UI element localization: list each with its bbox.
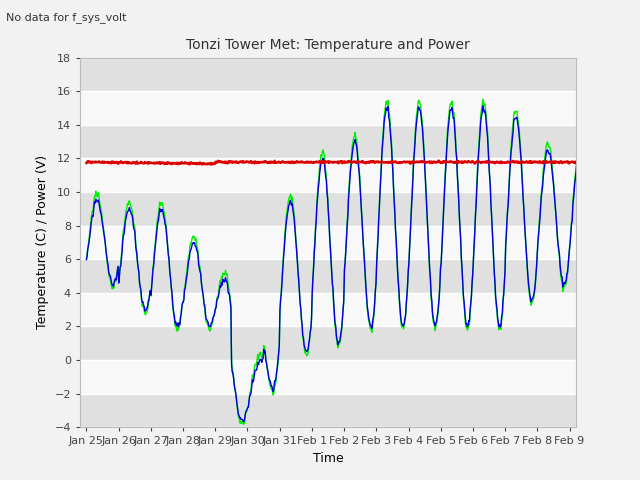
Bar (80, 259, 576, 293)
Battery V (397, 159, 405, 165)
Panel T (284, 205, 291, 211)
Panel T (83, 256, 90, 262)
Air T (598, 247, 605, 253)
Air T (479, 103, 486, 109)
Panel T (598, 248, 605, 254)
Air T (284, 212, 291, 217)
Panel T (479, 96, 486, 102)
Bar (80, 394, 576, 427)
Battery V (264, 160, 272, 166)
Air T (83, 257, 90, 263)
Line: Battery V: Battery V (86, 161, 602, 165)
Bar (80, 326, 576, 360)
Air T (240, 419, 248, 425)
Bar (80, 125, 576, 158)
Panel T (240, 421, 248, 427)
Battery V (435, 158, 442, 164)
Panel T (427, 278, 435, 284)
Y-axis label: Temperature (C) / Power (V): Temperature (C) / Power (V) (36, 156, 49, 329)
Title: Tonzi Tower Met: Temperature and Power: Tonzi Tower Met: Temperature and Power (186, 38, 470, 52)
Battery V (284, 160, 291, 166)
Bar (80, 192, 576, 226)
Line: Air T: Air T (86, 106, 602, 422)
Panel T (143, 309, 151, 315)
Bar (80, 158, 576, 192)
Battery V (143, 160, 151, 166)
Bar (80, 293, 576, 326)
X-axis label: Time: Time (312, 452, 344, 465)
Air T (427, 276, 435, 282)
Air T (143, 305, 151, 311)
Bar (80, 58, 576, 91)
Text: No data for f_sys_volt: No data for f_sys_volt (6, 12, 127, 23)
Battery V (239, 160, 246, 166)
Line: Panel T: Panel T (86, 99, 602, 424)
Air T (397, 320, 405, 326)
Air T (264, 368, 272, 374)
Bar (80, 91, 576, 125)
Battery V (198, 162, 206, 168)
Battery V (598, 159, 605, 165)
Panel T (397, 324, 405, 330)
Air T (238, 417, 246, 422)
Panel T (238, 420, 246, 426)
Panel T (264, 370, 272, 376)
Bar (80, 360, 576, 394)
Bar (80, 226, 576, 259)
Battery V (83, 160, 90, 166)
Battery V (427, 160, 435, 166)
